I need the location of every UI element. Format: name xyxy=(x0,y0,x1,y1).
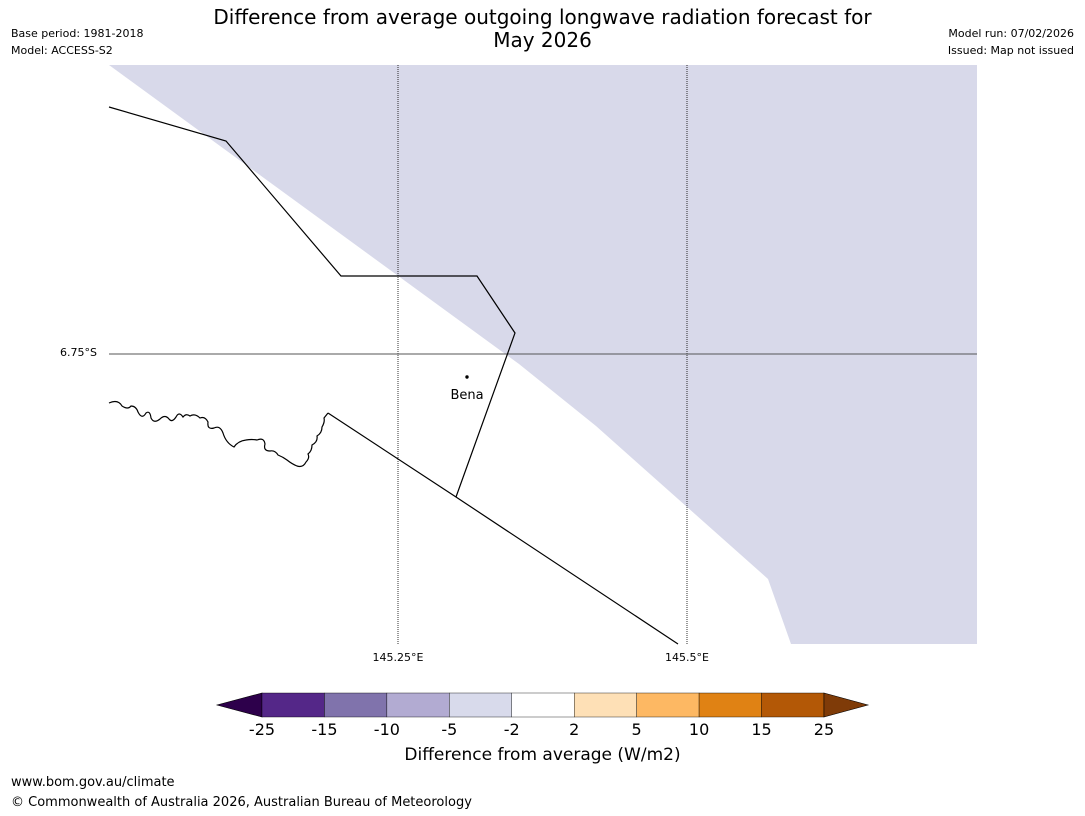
province-boundary-south xyxy=(327,412,679,645)
colorbar-segment xyxy=(761,692,825,718)
colorbar xyxy=(215,692,870,718)
province-boundary xyxy=(108,106,516,498)
colorbar-tick-label: -10 xyxy=(373,720,400,739)
colorbar-tick-label: 25 xyxy=(813,720,835,739)
colorbar-tick-label: 5 xyxy=(631,720,642,739)
colorbar-segments xyxy=(215,692,870,718)
colorbar-tick-label: -2 xyxy=(503,720,520,739)
longitude-label-145-5: 145.5°E xyxy=(665,651,709,664)
colorbar-segment xyxy=(261,692,325,718)
colorbar-segment xyxy=(698,692,762,718)
latitude-label: 6.75°S xyxy=(60,346,97,359)
meta-right: Model run: 07/02/2026 Issued: Map not is… xyxy=(948,25,1074,59)
colorbar-tick-label: -25 xyxy=(248,720,276,739)
colorbar-tick-label: -5 xyxy=(441,720,458,739)
colorbar-segment xyxy=(574,692,637,718)
colorbar-extend-low xyxy=(215,692,263,718)
colorbar-segment xyxy=(386,692,450,718)
colorbar-segment xyxy=(511,692,575,718)
colorbar-tick-label: 2 xyxy=(569,720,580,739)
title-line-2: May 2026 xyxy=(493,28,592,52)
issued-status: Issued: Map not issued xyxy=(947,44,1074,57)
colorbar-extend-high xyxy=(823,692,870,718)
base-period: Base period: 1981-2018 xyxy=(11,27,144,40)
map-title: Difference from average outgoing longwav… xyxy=(150,6,935,52)
footer-copyright: © Commonwealth of Australia 2026, Austra… xyxy=(11,795,472,810)
colorbar-tick-label: 10 xyxy=(688,720,710,739)
colorbar-segment xyxy=(449,692,512,718)
model-run: Model run: 07/02/2026 xyxy=(948,27,1074,40)
map-area xyxy=(108,65,977,645)
colorbar-tick-label: -15 xyxy=(311,720,338,739)
title-line-1: Difference from average outgoing longwav… xyxy=(213,5,872,29)
colorbar-segment xyxy=(324,692,388,718)
meta-left: Base period: 1981-2018 Model: ACCESS-S2 xyxy=(11,25,143,59)
place-label-bena: Bena xyxy=(450,388,484,403)
colorbar-tick-label: 15 xyxy=(751,720,772,739)
colorbar-title: Difference from average (W/m2) xyxy=(404,745,681,765)
coastline xyxy=(108,400,329,468)
longitude-label-145-25: 145.25°E xyxy=(372,651,424,664)
colorbar-segment xyxy=(636,692,700,718)
place-marker-bena xyxy=(465,375,469,379)
footer-url: www.bom.gov.au/climate xyxy=(11,775,175,790)
model-name: Model: ACCESS-S2 xyxy=(11,44,113,57)
